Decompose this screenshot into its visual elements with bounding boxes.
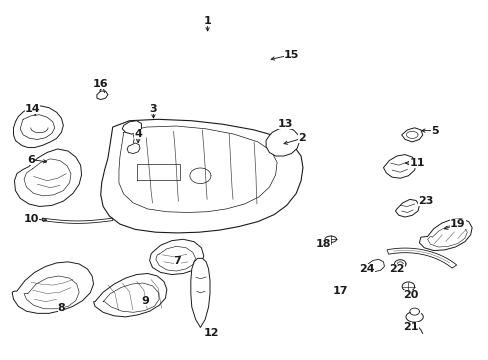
Text: 17: 17 bbox=[332, 286, 347, 296]
Text: 19: 19 bbox=[449, 219, 465, 229]
Text: 22: 22 bbox=[388, 264, 404, 274]
Text: 10: 10 bbox=[23, 214, 39, 224]
Text: 9: 9 bbox=[141, 296, 148, 306]
Polygon shape bbox=[419, 219, 471, 251]
Polygon shape bbox=[14, 106, 63, 148]
Polygon shape bbox=[386, 248, 456, 268]
Polygon shape bbox=[97, 91, 108, 100]
Polygon shape bbox=[101, 119, 303, 233]
Polygon shape bbox=[366, 259, 384, 272]
Polygon shape bbox=[127, 143, 140, 154]
Text: 15: 15 bbox=[283, 50, 299, 60]
Polygon shape bbox=[122, 121, 141, 134]
Polygon shape bbox=[401, 128, 422, 142]
Polygon shape bbox=[149, 239, 203, 275]
Polygon shape bbox=[395, 199, 419, 217]
Text: 16: 16 bbox=[93, 79, 108, 89]
Text: 1: 1 bbox=[203, 15, 211, 26]
Text: 7: 7 bbox=[173, 256, 181, 266]
Polygon shape bbox=[93, 274, 166, 317]
Polygon shape bbox=[383, 154, 415, 178]
Text: 3: 3 bbox=[149, 104, 157, 114]
Polygon shape bbox=[190, 258, 209, 328]
Text: 14: 14 bbox=[25, 104, 41, 114]
Text: 6: 6 bbox=[27, 154, 35, 165]
Text: 2: 2 bbox=[298, 133, 305, 143]
Text: 5: 5 bbox=[430, 126, 438, 136]
Text: 4: 4 bbox=[134, 129, 142, 139]
Text: 11: 11 bbox=[408, 158, 424, 168]
Text: 24: 24 bbox=[358, 264, 374, 274]
Polygon shape bbox=[15, 149, 81, 207]
Text: 13: 13 bbox=[277, 118, 292, 129]
Polygon shape bbox=[42, 218, 112, 224]
Text: 20: 20 bbox=[403, 290, 418, 300]
Text: 12: 12 bbox=[204, 328, 219, 338]
Polygon shape bbox=[265, 128, 299, 156]
Polygon shape bbox=[12, 262, 93, 313]
Text: 21: 21 bbox=[403, 323, 418, 333]
Text: 23: 23 bbox=[417, 196, 432, 206]
Text: 8: 8 bbox=[58, 303, 65, 313]
Text: 18: 18 bbox=[315, 239, 331, 249]
